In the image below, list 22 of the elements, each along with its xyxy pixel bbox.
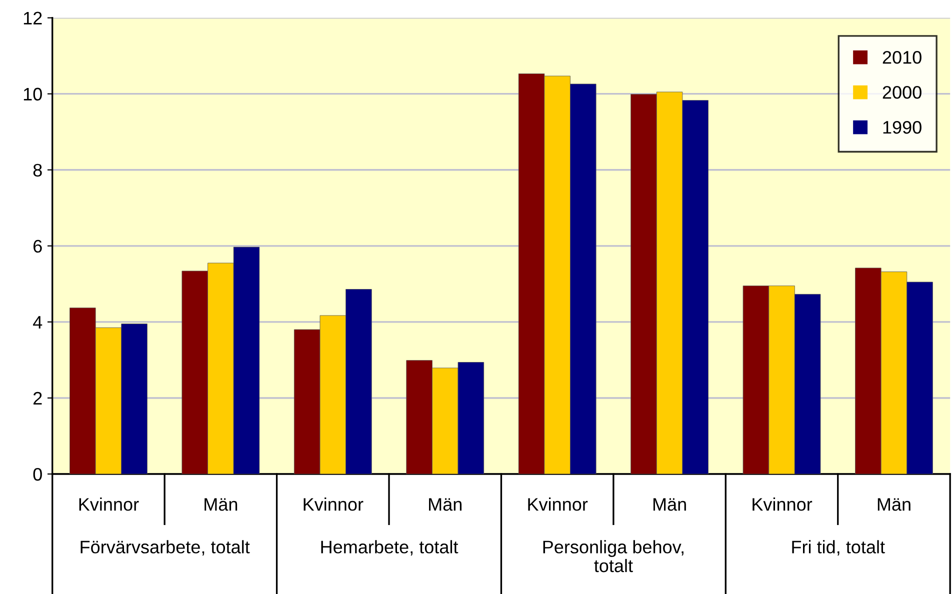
y-tick-label: 6	[34, 240, 42, 253]
legend-label: 2000	[882, 86, 922, 99]
text: Personliga behov, totalt	[543, 540, 684, 572]
y-tick-label: 2	[34, 392, 42, 405]
x-tick-label: Män	[429, 498, 462, 511]
y-tick-label: 8	[33, 164, 42, 177]
y-tick-label: 12	[24, 12, 42, 24]
text: Fri tid, totalt	[792, 540, 885, 556]
text: Hemarbete, totalt	[321, 540, 458, 556]
x-tick-label: Kvinnor	[528, 498, 588, 511]
x-tick-label: Män	[878, 498, 910, 511]
y-tick-label: 0	[33, 468, 42, 481]
legend-label: 1990	[883, 120, 922, 134]
legend-label: 2010	[882, 50, 922, 64]
y-tick-label: 10	[24, 88, 42, 101]
text: Förvärvsarbete, totalt	[80, 540, 250, 556]
x-tick-label: Kvinnor	[304, 498, 364, 511]
x-tick-label: Män	[204, 498, 238, 511]
x-tick-label: Kvinnor	[752, 498, 812, 511]
y-tick-label: 4	[33, 316, 42, 328]
x-tick-label: Kvinnor	[79, 498, 139, 511]
x-tick-label: Män	[653, 498, 686, 511]
